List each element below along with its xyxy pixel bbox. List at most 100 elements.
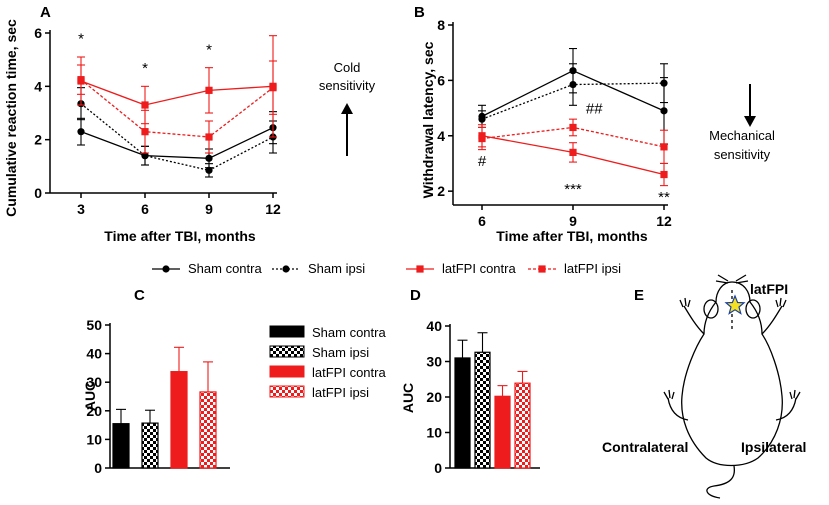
mech-label-line2: sensitivity bbox=[714, 147, 771, 162]
data-point bbox=[77, 76, 85, 84]
bar-sham-contra bbox=[454, 357, 471, 469]
bar-legend-swatch bbox=[269, 365, 305, 378]
cold-label-line1: Cold bbox=[334, 60, 361, 75]
y-tick-label: 0 bbox=[94, 460, 102, 476]
x-tick-label: 6 bbox=[478, 213, 486, 229]
legend-marker bbox=[162, 265, 170, 273]
y-tick-label: 0 bbox=[34, 185, 42, 201]
y-tick-label: 10 bbox=[426, 425, 442, 441]
series-line-0 bbox=[80, 127, 274, 159]
legend-marker bbox=[538, 265, 546, 273]
arrow-down-icon bbox=[744, 84, 756, 127]
ipsilateral-label: Ipsilateral bbox=[741, 439, 806, 455]
bar-legend-label: Sham ipsi bbox=[312, 345, 369, 360]
significance-mark: *** bbox=[564, 181, 582, 198]
x-tick-label: 3 bbox=[77, 201, 85, 217]
panel-e-letter: E bbox=[634, 287, 644, 304]
y-tick-label: 4 bbox=[437, 128, 445, 144]
bar-sham-ipsi bbox=[141, 422, 159, 469]
bar-latfpi-ipsi bbox=[199, 391, 217, 469]
y-tick-label: 50 bbox=[86, 317, 102, 333]
bar-legend-swatch bbox=[269, 325, 305, 338]
data-point bbox=[569, 80, 577, 89]
data-point bbox=[660, 79, 668, 87]
rat-lesion-label: latFPI bbox=[750, 281, 788, 297]
y-tick-label: 20 bbox=[426, 389, 442, 405]
y-tick-label: 4 bbox=[34, 78, 42, 94]
significance-mark: # bbox=[478, 153, 487, 170]
panel-d-ylabel: AUC bbox=[400, 383, 416, 413]
panel-d-letter: D bbox=[410, 287, 421, 304]
significance-mark: * bbox=[142, 60, 148, 77]
bar-sham-contra bbox=[112, 423, 130, 469]
y-tick-label: 6 bbox=[34, 25, 42, 41]
y-tick-label: 10 bbox=[86, 431, 102, 447]
data-point bbox=[478, 115, 486, 123]
significance-mark: ## bbox=[586, 101, 603, 118]
y-tick-label: 2 bbox=[34, 132, 42, 148]
series-line-1 bbox=[80, 103, 274, 172]
panel-a-xlabel: Time after TBI, months bbox=[104, 228, 256, 244]
x-tick-label: 9 bbox=[569, 213, 577, 229]
series-line-3 bbox=[80, 79, 274, 138]
legend-label: Sham contra bbox=[188, 261, 262, 276]
data-point bbox=[205, 133, 213, 141]
y-tick-label: 30 bbox=[426, 354, 442, 370]
panel-a-letter: A bbox=[40, 4, 51, 21]
data-point bbox=[478, 134, 486, 143]
bar-legend-swatch bbox=[269, 345, 305, 358]
data-point bbox=[141, 128, 149, 136]
x-tick-label: 12 bbox=[656, 213, 672, 229]
panel-a-chart: 0 2 4 6 3 6 9 12 * * * bbox=[34, 25, 281, 217]
y-tick-label: 6 bbox=[437, 72, 445, 88]
bar-legend-label: latFPI contra bbox=[312, 365, 386, 380]
x-tick-label: 9 bbox=[205, 201, 213, 217]
rat-drawing bbox=[663, 274, 801, 499]
y-tick-label: 20 bbox=[86, 403, 102, 419]
panel-d-chart: 0 10 20 30 40 bbox=[426, 318, 540, 476]
bar-latfpi-contra bbox=[494, 395, 511, 469]
significance-mark: ** bbox=[658, 189, 670, 206]
bar-legend-swatch bbox=[269, 385, 305, 398]
significance-mark: * bbox=[78, 31, 84, 48]
x-tick-label: 6 bbox=[141, 201, 149, 217]
bar-legend: Sham contra Sham ipsi latFPI contra latFPI … bbox=[269, 325, 386, 400]
contralateral-label: Contralateral bbox=[602, 439, 688, 455]
data-point bbox=[141, 101, 149, 109]
data-point bbox=[569, 123, 577, 132]
y-tick-label: 2 bbox=[437, 183, 445, 199]
legend-label: latFPI contra bbox=[442, 261, 516, 276]
bar-latfpi-contra bbox=[170, 371, 188, 469]
data-point bbox=[660, 107, 668, 115]
panel-c-chart: 0 10 20 30 40 50 bbox=[86, 317, 230, 476]
data-point bbox=[205, 86, 213, 94]
y-tick-label: 40 bbox=[86, 346, 102, 362]
y-tick-label: 0 bbox=[434, 460, 442, 476]
data-point bbox=[269, 84, 277, 92]
cold-label-line2: sensitivity bbox=[319, 78, 376, 93]
bar-latfpi-ipsi bbox=[514, 382, 531, 469]
y-tick-label: 30 bbox=[86, 374, 102, 390]
y-tick-label: 40 bbox=[426, 318, 442, 334]
panel-b-xlabel: Time after TBI, months bbox=[496, 228, 648, 244]
data-point bbox=[660, 170, 668, 179]
bar-legend-label: latFPI ipsi bbox=[312, 385, 369, 400]
panel-b-letter: B bbox=[414, 4, 425, 21]
panel-c-letter: C bbox=[134, 287, 145, 304]
arrow-up-icon bbox=[341, 103, 353, 156]
significance-mark: * bbox=[206, 41, 212, 58]
legend-label: latFPI ipsi bbox=[564, 261, 621, 276]
data-point bbox=[141, 152, 149, 160]
bar-sham-ipsi bbox=[474, 351, 491, 469]
data-point bbox=[77, 128, 85, 136]
series-line-2 bbox=[80, 80, 274, 106]
mech-label-line1: Mechanical bbox=[709, 128, 775, 143]
x-tick-label: 12 bbox=[265, 201, 281, 217]
star-icon bbox=[724, 294, 746, 315]
line-legend: Sham contra Sham ipsi latFPI contra latFPI … bbox=[152, 261, 621, 276]
legend-marker bbox=[416, 265, 424, 273]
bar-legend-label: Sham contra bbox=[312, 325, 386, 340]
y-tick-label: 8 bbox=[437, 17, 445, 33]
